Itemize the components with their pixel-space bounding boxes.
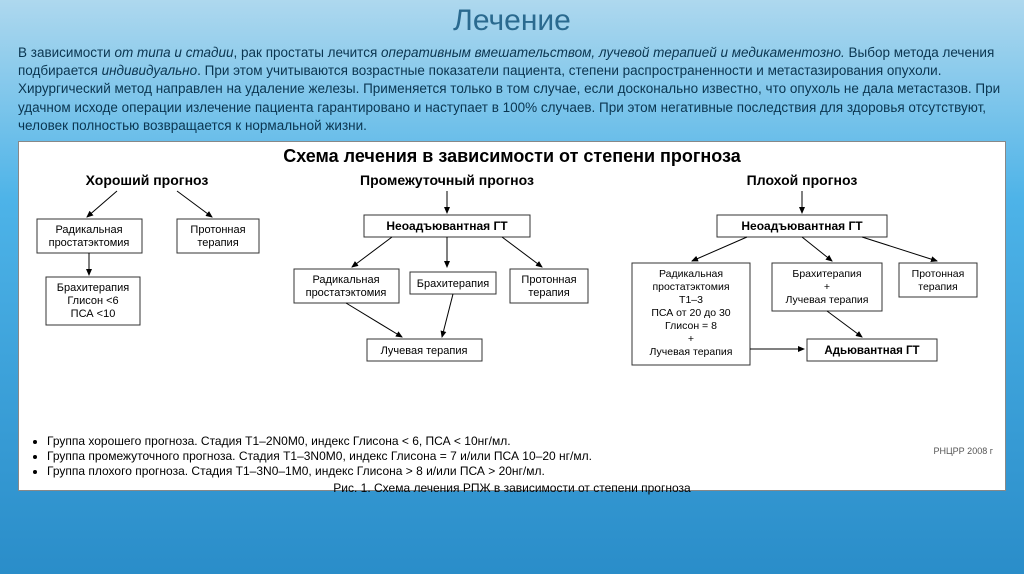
legend-bullets: Группа хорошего прогноза. Стадия Т1–2N0M…	[47, 434, 995, 478]
svg-text:Протонная: Протонная	[521, 274, 576, 286]
node-radical-prostatectomy: Радикальная простатэктомия	[37, 219, 142, 253]
col-header-intermediate: Промежуточный прогноз	[360, 172, 534, 188]
node-radical-prostatectomy-2: Радикальная простатэктомия	[294, 269, 399, 303]
intro-text: В зависимости от типа и стадии, рак прос…	[0, 38, 1024, 139]
svg-text:ПСА <10: ПСА <10	[71, 308, 116, 320]
svg-text:+: +	[824, 281, 830, 293]
bullet-good: Группа хорошего прогноза. Стадия Т1–2N0M…	[47, 434, 995, 448]
svg-text:простатэктомия: простатэктомия	[49, 237, 130, 249]
svg-text:терапия: терапия	[918, 281, 957, 293]
svg-text:Брахитерапия: Брахитерапия	[57, 282, 129, 294]
svg-text:терапия: терапия	[197, 237, 238, 249]
flowchart: Хороший прогноз Промежуточный прогноз Пл…	[29, 169, 995, 427]
svg-text:ПСА от 20 до 30: ПСА от 20 до 30	[651, 307, 730, 319]
svg-text:Лучевая терапия: Лучевая терапия	[381, 345, 468, 357]
node-brachy-gleason: Брахитерапия Глисон <6 ПСА <10	[46, 277, 140, 325]
svg-text:Т1–3: Т1–3	[679, 294, 703, 306]
svg-text:Брахитерапия: Брахитерапия	[792, 268, 861, 280]
diagram-frame: Схема лечения в зависимости от степени п…	[18, 141, 1006, 491]
svg-text:терапия: терапия	[528, 287, 569, 299]
svg-text:Неоадъювантная ГТ: Неоадъювантная ГТ	[741, 219, 863, 233]
svg-text:Лучевая терапия: Лучевая терапия	[650, 346, 733, 358]
svg-text:Глисон <6: Глисон <6	[67, 295, 118, 307]
svg-text:простатэктомия: простатэктомия	[306, 287, 387, 299]
svg-text:Глисон = 8: Глисон = 8	[665, 320, 717, 332]
col-header-bad: Плохой прогноз	[747, 172, 858, 188]
svg-text:Лучевая терапия: Лучевая терапия	[786, 294, 869, 306]
figure-caption: Рис. 1. Схема лечения РПЖ в зависимости …	[29, 481, 995, 495]
svg-text:Неоадъювантная ГТ: Неоадъювантная ГТ	[386, 219, 508, 233]
node-rp-t13: Радикальная простатэктомия Т1–3 ПСА от 2…	[632, 263, 750, 365]
svg-text:Радикальная: Радикальная	[55, 224, 122, 236]
diagram-title: Схема лечения в зависимости от степени п…	[29, 146, 995, 167]
source-label: РНЦРР 2008 г	[934, 446, 993, 456]
node-adjuvant: Адьювантная ГТ	[807, 339, 937, 361]
node-proton-therapy-1: Протонная терапия	[177, 219, 259, 253]
svg-text:Протонная: Протонная	[190, 224, 245, 236]
svg-text:Брахитерапия: Брахитерапия	[417, 278, 489, 290]
col-header-good: Хороший прогноз	[86, 172, 209, 188]
bullet-intermediate: Группа промежуточного прогноза. Стадия Т…	[47, 449, 995, 463]
svg-text:+: +	[688, 333, 694, 345]
slide-title: Лечение	[0, 0, 1024, 38]
node-neoadjuvant-2: Неоадъювантная ГТ	[364, 215, 530, 237]
node-brachy-plus-ray: Брахитерапия + Лучевая терапия	[772, 263, 882, 311]
bullet-bad: Группа плохого прогноза. Стадия Т1–3N0–1…	[47, 464, 995, 478]
svg-text:простатэктомия: простатэктомия	[652, 281, 729, 293]
node-proton-therapy-2: Протонная терапия	[510, 269, 588, 303]
svg-text:Адьювантная ГТ: Адьювантная ГТ	[824, 345, 919, 357]
svg-text:Радикальная: Радикальная	[312, 274, 379, 286]
svg-text:Радикальная: Радикальная	[659, 268, 723, 280]
node-proton-therapy-3: Протонная терапия	[899, 263, 977, 297]
node-brachy-2: Брахитерапия	[410, 272, 496, 294]
node-ray-therapy: Лучевая терапия	[367, 339, 482, 361]
node-neoadjuvant-3: Неоадъювантная ГТ	[717, 215, 887, 237]
svg-text:Протонная: Протонная	[912, 268, 965, 280]
